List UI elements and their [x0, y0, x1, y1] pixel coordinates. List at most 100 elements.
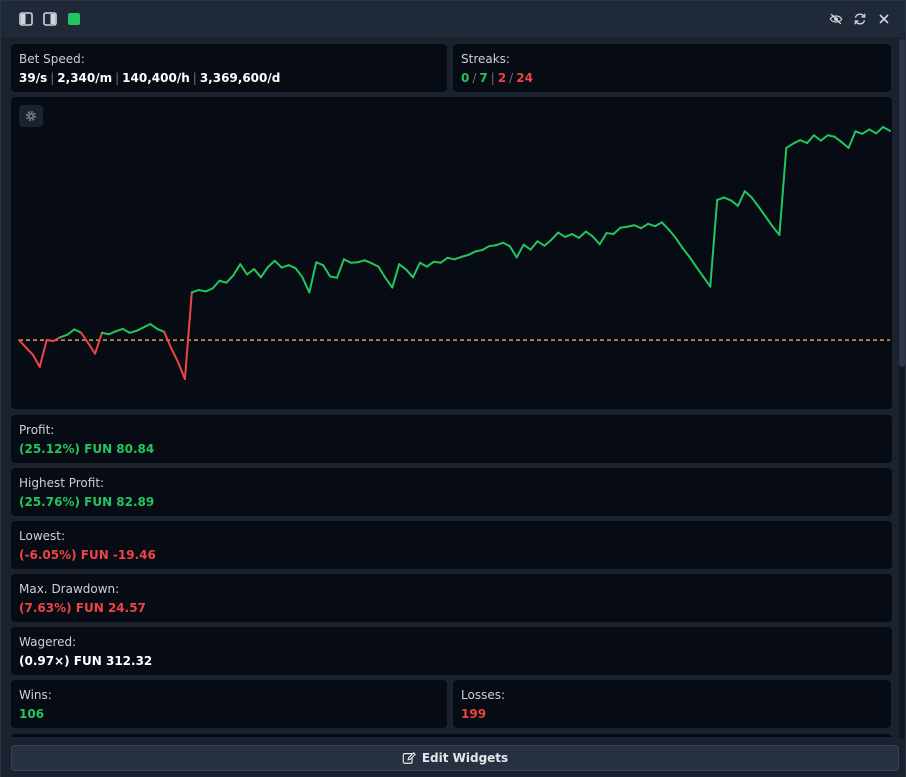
profit-line-segment	[785, 142, 795, 149]
profit-line-segment	[176, 360, 186, 380]
profit-line-segment	[24, 346, 34, 356]
profit-line-segment	[771, 225, 781, 236]
profit-line-segment	[183, 291, 193, 380]
profit-line-segment	[100, 331, 110, 336]
profit-line-segment	[329, 275, 338, 279]
profit-line-segment	[806, 134, 815, 145]
profit-line-segment	[847, 130, 857, 149]
panel-right-icon[interactable]	[43, 12, 57, 26]
profit-line-segment	[87, 342, 97, 355]
profit-line-segment	[66, 328, 76, 336]
bet-speed-separator: |	[115, 71, 120, 85]
profit-value: (25.12%) FUN 80.84	[19, 442, 155, 456]
profit-line-segment	[875, 126, 885, 135]
profit-line-segment	[833, 135, 843, 144]
profit-line-segment	[529, 240, 539, 251]
profit-line-segment	[488, 244, 497, 248]
chart-settings-button[interactable]	[19, 105, 43, 127]
profit-line-segment	[273, 259, 283, 269]
profit-line-segment	[494, 241, 504, 247]
footer: Edit Widgets	[1, 739, 905, 777]
profit-line-segment	[45, 339, 55, 343]
profit-line-segment	[474, 249, 484, 253]
profit-line-segment	[356, 259, 366, 264]
streaks-value: 0/7 | 2/24	[461, 70, 883, 86]
title-bar	[1, 1, 905, 37]
wins-label: Wins:	[19, 688, 52, 702]
profit-line-segment	[730, 199, 739, 207]
vertical-scrollbar[interactable]	[899, 39, 905, 739]
panel-left-icon[interactable]	[19, 12, 33, 26]
profit-line-segment	[612, 226, 622, 236]
close-icon[interactable]	[877, 12, 891, 26]
profit-line-segment	[405, 268, 415, 279]
profit-line-segment	[377, 265, 387, 279]
bet-speed-label: Bet Speed:	[19, 52, 85, 66]
profit-line-segment	[190, 288, 200, 294]
profit-line-segment	[218, 279, 228, 284]
max-drawdown-label: Max. Drawdown:	[19, 582, 120, 596]
eye-off-icon[interactable]	[829, 12, 843, 26]
profit-line-segment	[342, 258, 352, 264]
profit-chart-svg	[18, 126, 891, 380]
wagered-card: Wagered: (0.97×) FUN 312.32	[11, 627, 892, 675]
highest-profit-card: Highest Profit: (25.76%) FUN 82.89	[11, 468, 892, 516]
profit-line-segment	[591, 235, 601, 246]
profit-line-segment	[467, 250, 477, 256]
profit-line-segment	[647, 222, 656, 228]
gear-icon	[25, 110, 37, 122]
profit-line-segment	[854, 130, 864, 135]
profit-line-segment	[280, 264, 290, 269]
green-square-icon[interactable]	[67, 12, 81, 26]
profit-line-segment	[778, 146, 788, 236]
profit-line-segment	[266, 259, 276, 269]
lowest-label: Lowest:	[19, 529, 66, 543]
edit-widgets-button[interactable]: Edit Widgets	[11, 745, 899, 771]
profit-line-segment	[543, 238, 553, 247]
highest-profit-label: Highest Profit:	[19, 476, 105, 490]
profit-line-segment	[702, 275, 712, 288]
profit-line-segment	[204, 287, 214, 293]
profit-line-segment	[840, 141, 850, 149]
profit-line-segment	[308, 261, 318, 294]
profit-line-segment	[743, 190, 753, 199]
wagered-label: Wagered:	[19, 635, 77, 649]
profit-line-segment	[59, 333, 69, 339]
profit-line-segment	[501, 241, 511, 248]
profit-line-segment	[225, 274, 235, 284]
profit-line-segment	[287, 264, 297, 270]
profit-line-segment	[626, 224, 636, 228]
profit-line-segment	[335, 258, 345, 279]
profit-line-segment	[861, 128, 871, 135]
profit-line-segment	[764, 215, 774, 228]
profit-line-segment	[211, 279, 221, 290]
profit-line-segment	[508, 245, 518, 259]
losses-value: 199	[461, 707, 487, 721]
profit-line-segment	[653, 221, 663, 228]
profit-line-segment	[757, 205, 767, 218]
profit-line-segment	[94, 331, 103, 355]
profit-line-segment	[584, 230, 594, 238]
losses-label: Losses:	[461, 688, 505, 702]
profit-line-segment	[868, 128, 878, 135]
lowest-value: (-6.05%) FUN -19.46	[19, 548, 156, 562]
partial-card	[11, 734, 892, 737]
profit-line-segment	[121, 327, 131, 334]
profit-line-segment	[446, 256, 456, 261]
losses-card: Losses: 199	[453, 680, 891, 728]
profit-line-segment	[170, 346, 179, 363]
profit-label: Profit:	[19, 423, 55, 437]
profit-line-segment	[52, 336, 62, 343]
bet-speed-per-day: 3,369,600/d	[199, 71, 281, 85]
profit-line-segment	[640, 222, 650, 230]
profit-line-segment	[619, 225, 629, 229]
profit-line-segment	[577, 230, 587, 239]
profit-line-segment	[363, 259, 373, 265]
profit-line-segment	[633, 224, 643, 230]
scrollbar-thumb[interactable]	[899, 39, 905, 367]
wins-value: 106	[19, 707, 45, 721]
profit-line-segment	[253, 268, 262, 279]
profit-chart	[11, 97, 892, 409]
profit-line-segment	[142, 323, 152, 329]
refresh-icon[interactable]	[853, 12, 867, 26]
